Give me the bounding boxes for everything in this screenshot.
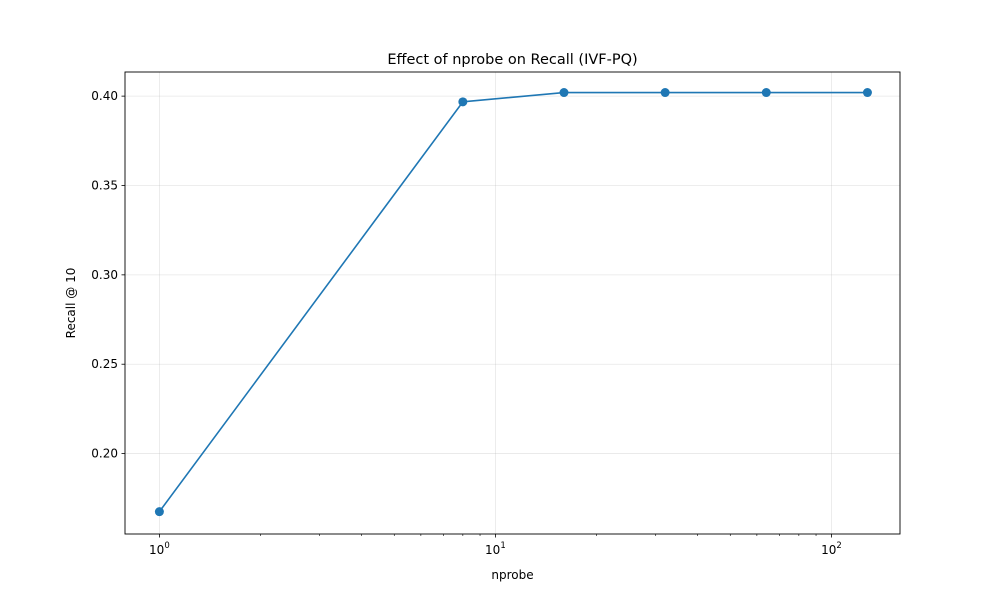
- series-line: [158, 91, 868, 513]
- data-point: [660, 88, 670, 98]
- y-tick-label: 0.30: [91, 268, 118, 282]
- y-tick-label: 0.20: [91, 447, 118, 461]
- ticks: 100 101 102 0.20 0.25 0.30 0.35 0.40: [91, 89, 841, 557]
- grid: [125, 72, 900, 534]
- series-layer: [154, 88, 872, 517]
- data-point: [559, 88, 569, 98]
- y-tick-label: 0.25: [91, 357, 118, 371]
- data-point: [862, 88, 872, 98]
- x-tick-label: 100: [149, 541, 170, 557]
- data-point: [761, 88, 771, 98]
- plot-frame: [124, 71, 901, 535]
- y-axis-title: Recall @ 10: [64, 268, 78, 339]
- chart-title: Effect of nprobe on Recall (IVF-PQ): [387, 52, 637, 68]
- data-point: [458, 97, 468, 107]
- x-tick-label: 101: [485, 541, 506, 557]
- y-tick-label: 0.40: [91, 89, 118, 103]
- x-axis-title: nprobe: [491, 568, 533, 582]
- x-tick-label: 102: [821, 541, 842, 557]
- data-point: [154, 507, 164, 517]
- y-tick-label: 0.35: [91, 178, 118, 192]
